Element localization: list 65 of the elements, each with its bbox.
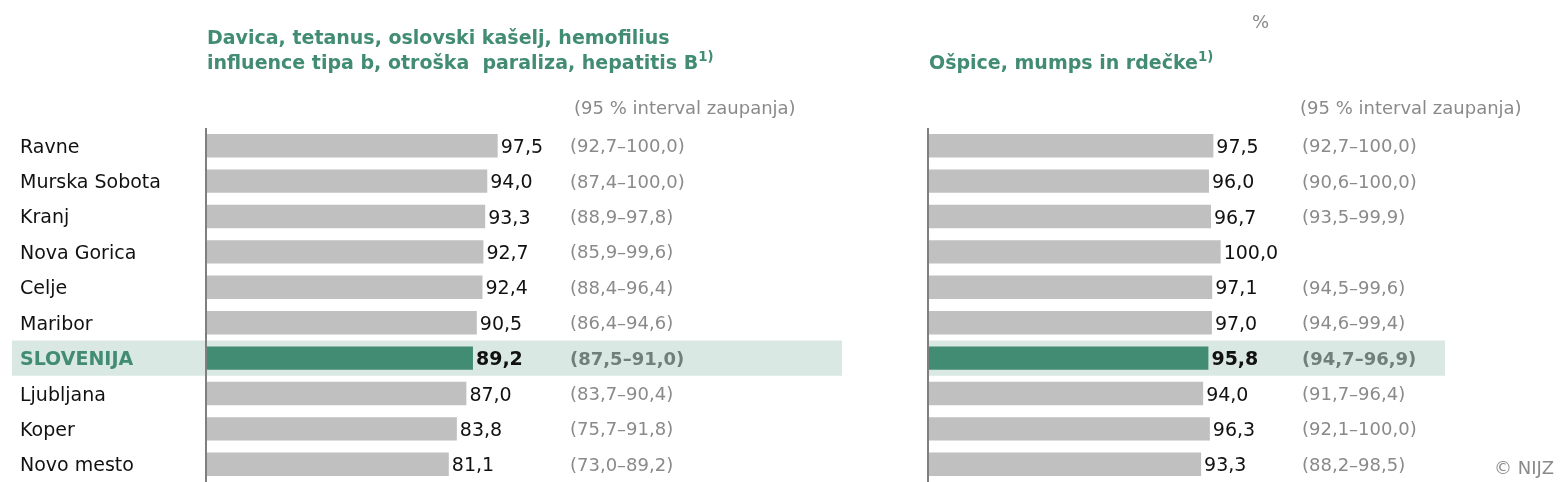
bar (207, 346, 473, 370)
text: (88,9–97,8) (570, 206, 674, 227)
data-label: 97,0 (1214, 311, 1258, 334)
data-label: 97,1 (1215, 276, 1258, 299)
data-label: 92,4 (485, 276, 528, 299)
data-label: 96,0 (1211, 170, 1255, 193)
bar (207, 204, 486, 229)
bar (207, 275, 483, 299)
text: (94,6–99,4) (1302, 312, 1406, 333)
text: (86,4–94,6) (570, 312, 674, 333)
y-tick-label: Celje (20, 276, 68, 298)
data-label: 83,8 (459, 417, 503, 440)
data-label: 87,0 (469, 382, 512, 405)
data-label: 89,2 (475, 347, 523, 370)
text: (92,7–100,0) (1302, 135, 1417, 156)
bar (207, 417, 457, 441)
bar (207, 381, 467, 406)
text: (95 % interval zaupanja) (1300, 97, 1522, 118)
text: (94,5–99,6) (1302, 277, 1406, 298)
data-label: 94,0 (490, 170, 533, 193)
data-label: 100,0 (1223, 240, 1279, 263)
text: (73,0–89,2) (570, 454, 674, 475)
text: (88,2–98,5) (1302, 454, 1406, 475)
y-tick-label: Maribor (20, 312, 93, 334)
data-label: 97,5 (500, 134, 544, 157)
bar (207, 240, 484, 264)
data-label: 92,7 (486, 240, 529, 263)
bar (207, 452, 449, 476)
data-label: 94,0 (1206, 382, 1249, 405)
text: (91,7–96,4) (1302, 383, 1406, 404)
y-tick-label: SLOVENIJA (20, 347, 134, 369)
y-tick-label: Ravne (20, 135, 80, 157)
bar (207, 134, 498, 158)
data-label: 90,5 (479, 311, 523, 334)
text: (85,9–99,6) (570, 241, 674, 262)
text: (95 % interval zaupanja) (574, 97, 796, 118)
text: (93,5–99,9) (1302, 206, 1406, 227)
bar (207, 169, 488, 193)
chart-title: Ošpice, mumps in rdečke$^{1)}$ (929, 49, 1214, 73)
text: (75,7–91,8) (570, 418, 674, 439)
y-tick-label: Novo mesto (20, 453, 134, 475)
text: (92,7–100,0) (570, 135, 685, 156)
text: (87,5–91,0) (570, 348, 685, 369)
y-tick-label: Ljubljana (20, 383, 106, 405)
data-label: 97,5 (1216, 134, 1259, 157)
data-label: 93,3 (1204, 453, 1247, 476)
text: (88,4–96,4) (570, 277, 674, 298)
text: (94,7–96,9) (1302, 348, 1417, 369)
data-label: 93,3 (488, 205, 531, 228)
bar (207, 311, 477, 335)
text: (83,7–90,4) (570, 383, 674, 404)
chart-title: Davica, tetanus, oslovski kašelj, hemofilius influence tipa b, otroška paraliza, hepatitis B$^{1)}$ (207, 26, 714, 73)
data-label: 96,3 (1212, 417, 1256, 440)
y-tick-label: Nova Gorica (20, 241, 137, 263)
y-tick-label: Murska Sobota (20, 170, 161, 192)
text: (87,4–100,0) (570, 171, 685, 192)
data-label: 96,7 (1214, 205, 1257, 228)
text: © NIJZ (1494, 457, 1555, 478)
text: (90,6–100,0) (1302, 171, 1417, 192)
data-label: 95,8 (1211, 347, 1259, 370)
text: % (1252, 11, 1270, 32)
y-tick-label: Kranj (20, 205, 70, 227)
text: (92,1–100,0) (1302, 418, 1417, 439)
data-label: 81,1 (451, 453, 495, 476)
y-tick-label: Koper (20, 418, 75, 440)
